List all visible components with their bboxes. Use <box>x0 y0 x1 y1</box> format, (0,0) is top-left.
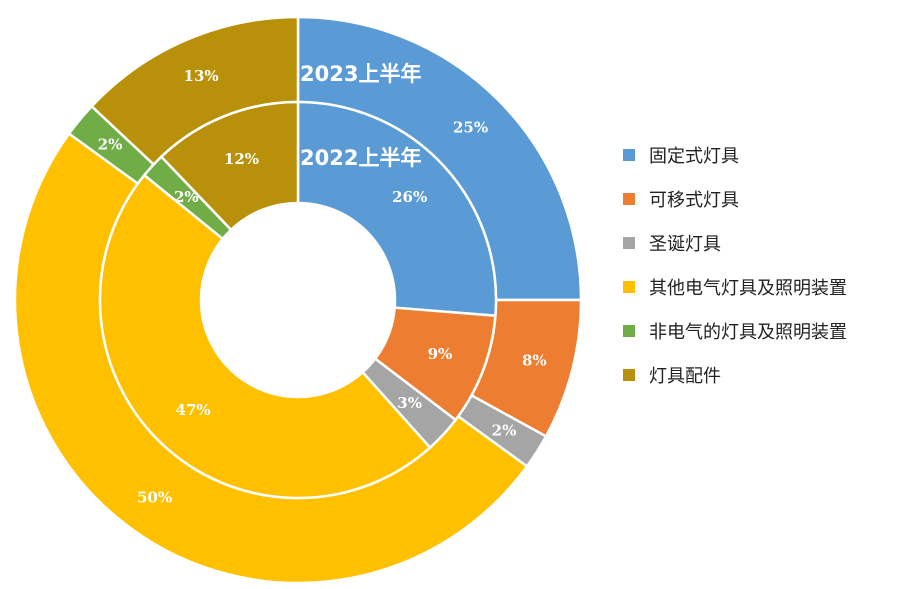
legend-item: 可移式灯具 <box>623 177 847 221</box>
legend: 固定式灯具 可移式灯具 圣诞灯具 其他电气灯具及照明装置 非电气的灯具及照明装置… <box>623 133 847 397</box>
legend-swatch <box>623 325 635 337</box>
slice-inner-0 <box>296 100 498 318</box>
data-label-inner-4: 2% <box>174 188 199 206</box>
data-label-inner-3: 47% <box>176 401 211 419</box>
legend-swatch <box>623 193 635 205</box>
data-label-outer-0: 25% <box>453 118 488 136</box>
data-label-inner-2: 3% <box>397 394 422 412</box>
data-label-inner-0: 26% <box>392 188 427 206</box>
outer-ring-title: 2023上半年 <box>300 62 421 86</box>
legend-label: 可移式灯具 <box>649 190 739 211</box>
legend-swatch <box>623 237 635 249</box>
data-labels: 25% 8% 2% 50% 2% 13% 26% 9% 3% 47% 2% 12% <box>98 67 547 506</box>
data-label-inner-1: 9% <box>428 345 453 363</box>
slice-inner-3 <box>98 173 432 500</box>
legend-item: 其他电气灯具及照明装置 <box>623 265 847 309</box>
data-label-outer-3: 50% <box>137 488 172 506</box>
legend-label: 圣诞灯具 <box>649 234 721 255</box>
legend-swatch <box>623 149 635 161</box>
slice-inner-5 <box>159 100 300 232</box>
legend-label: 固定式灯具 <box>649 146 739 167</box>
legend-item: 固定式灯具 <box>623 133 847 177</box>
inner-ring-2022 <box>98 100 498 500</box>
legend-label: 非电气的灯具及照明装置 <box>649 322 847 343</box>
legend-swatch <box>623 369 635 381</box>
data-label-outer-5: 13% <box>184 67 219 85</box>
legend-item: 非电气的灯具及照明装置 <box>623 309 847 353</box>
legend-swatch <box>623 281 635 293</box>
legend-item: 灯具配件 <box>623 353 847 397</box>
legend-item: 圣诞灯具 <box>623 221 847 265</box>
legend-label: 其他电气灯具及照明装置 <box>649 278 847 299</box>
inner-ring-title: 2022上半年 <box>300 146 421 170</box>
data-label-outer-1: 8% <box>522 352 547 370</box>
data-label-outer-4: 2% <box>98 135 123 153</box>
data-label-inner-5: 12% <box>224 150 259 168</box>
data-label-outer-2: 2% <box>492 422 517 440</box>
legend-label: 灯具配件 <box>649 366 721 387</box>
